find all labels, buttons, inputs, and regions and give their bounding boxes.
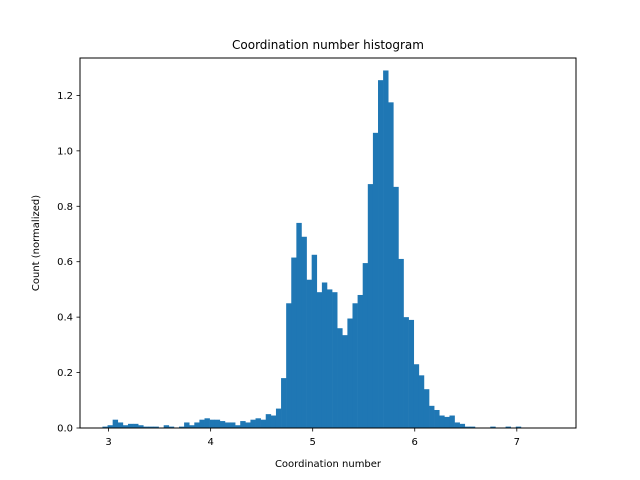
histogram-bar bbox=[127, 423, 134, 428]
histogram-bar bbox=[393, 186, 399, 428]
histogram-bar bbox=[326, 289, 333, 428]
histogram-bar bbox=[219, 421, 226, 428]
histogram-bar bbox=[306, 279, 312, 428]
histogram-bar bbox=[357, 294, 363, 428]
histogram-bar bbox=[260, 419, 267, 428]
histogram-bar bbox=[367, 184, 374, 428]
histogram-bar bbox=[250, 419, 256, 428]
histogram-bar bbox=[179, 426, 185, 428]
plot-frame bbox=[79, 57, 577, 429]
histogram-bar bbox=[265, 414, 272, 428]
x-tick-label: 4 bbox=[207, 437, 213, 448]
histogram-bar bbox=[122, 425, 129, 428]
histogram-bar bbox=[255, 418, 261, 428]
histogram-bar bbox=[429, 405, 435, 428]
histogram-bar bbox=[413, 364, 420, 428]
histogram-bar bbox=[275, 408, 282, 428]
histogram-bar bbox=[209, 419, 216, 428]
histogram-bar bbox=[245, 422, 251, 428]
y-tick-label: 0.8 bbox=[57, 202, 73, 213]
histogram-bar bbox=[311, 254, 318, 428]
histogram-bar bbox=[403, 317, 409, 428]
y-tick-label: 0.2 bbox=[57, 368, 73, 379]
histogram-bar bbox=[454, 422, 460, 428]
histogram-bar bbox=[138, 425, 144, 428]
histogram-bar bbox=[102, 426, 108, 428]
histogram-bar bbox=[163, 425, 170, 428]
histogram-bar bbox=[291, 257, 297, 428]
histogram-bar bbox=[107, 425, 113, 428]
histogram-bar bbox=[296, 222, 302, 428]
histogram-bar bbox=[168, 426, 175, 428]
histogram-bar bbox=[286, 303, 292, 428]
histogram-bar bbox=[449, 415, 455, 428]
bars-group bbox=[102, 70, 522, 429]
histogram-bar bbox=[184, 422, 190, 428]
histogram-bar bbox=[408, 319, 415, 428]
histogram-bar bbox=[316, 292, 323, 428]
histogram-bar bbox=[434, 409, 440, 428]
histogram-bar bbox=[230, 422, 236, 428]
histogram-bar bbox=[505, 426, 511, 428]
y-axis-ticks: 0.0 0.2 0.4 0.6 0.8 1.0 1.2 bbox=[57, 91, 80, 435]
histogram-bar bbox=[301, 236, 307, 428]
histogram-bar bbox=[469, 426, 476, 428]
histogram-bar bbox=[214, 419, 221, 428]
histogram-bar bbox=[388, 102, 394, 428]
x-tick-label: 5 bbox=[310, 437, 316, 448]
y-tick-label: 0.6 bbox=[57, 257, 73, 268]
histogram-bar bbox=[194, 422, 200, 428]
histogram-bar bbox=[362, 263, 369, 428]
histogram-bar bbox=[464, 426, 471, 428]
histogram-bar bbox=[515, 426, 522, 428]
histogram-bar bbox=[378, 80, 384, 429]
histogram-bar bbox=[153, 426, 159, 428]
histogram-bar bbox=[342, 335, 348, 428]
histogram-bar bbox=[337, 328, 343, 428]
histogram-bar bbox=[204, 418, 210, 428]
histogram-bar bbox=[240, 421, 246, 428]
histogram-bar bbox=[112, 419, 119, 428]
histogram-bar bbox=[332, 292, 338, 428]
x-tick-label: 7 bbox=[514, 437, 520, 448]
histogram-bar bbox=[148, 426, 154, 428]
histogram-bar bbox=[281, 378, 287, 428]
x-axis-label: Coordination number bbox=[275, 459, 382, 470]
histogram-bar bbox=[347, 318, 353, 428]
histogram-bar bbox=[321, 282, 328, 428]
histogram-bar bbox=[143, 426, 149, 428]
y-tick-label: 1.2 bbox=[57, 91, 73, 102]
y-axis-label: Count (normalized) bbox=[31, 195, 42, 291]
histogram-bar bbox=[459, 423, 466, 428]
histogram-bar bbox=[490, 426, 496, 428]
histogram-bar bbox=[418, 375, 425, 428]
histogram-bar bbox=[235, 425, 241, 428]
y-tick-label: 1.0 bbox=[57, 146, 73, 157]
histogram-bar bbox=[133, 423, 139, 428]
y-tick-label: 0.4 bbox=[57, 313, 73, 324]
histogram-bar bbox=[398, 258, 404, 428]
histogram-bar bbox=[117, 422, 124, 428]
histogram-bar bbox=[270, 415, 277, 428]
histogram-bar bbox=[199, 419, 205, 428]
histogram-bar bbox=[423, 389, 430, 428]
x-axis-ticks: 3 4 5 6 7 bbox=[105, 428, 520, 448]
histogram-bar bbox=[189, 425, 195, 428]
chart-title: Coordination number histogram bbox=[232, 38, 424, 52]
histogram-bar bbox=[383, 70, 389, 428]
x-tick-label: 3 bbox=[105, 437, 111, 448]
histogram-bar bbox=[439, 415, 445, 428]
histogram-bar bbox=[372, 132, 379, 428]
histogram-bar bbox=[352, 303, 358, 428]
x-tick-label: 6 bbox=[412, 437, 418, 448]
histogram-bar bbox=[224, 422, 231, 428]
histogram-bar bbox=[444, 416, 450, 428]
y-tick-label: 0.0 bbox=[57, 424, 73, 435]
